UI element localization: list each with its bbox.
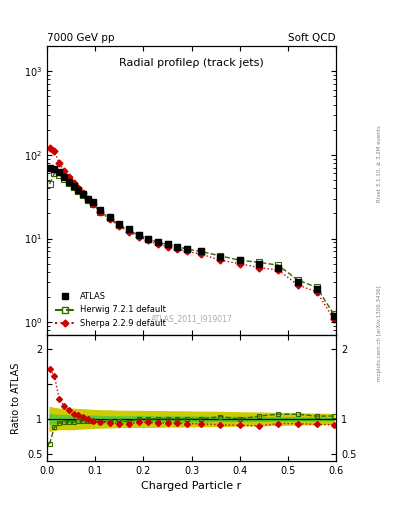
ATLAS xyxy=(146,236,151,242)
ATLAS xyxy=(71,182,76,188)
Sherpa 2.2.9 default xyxy=(237,261,242,267)
Herwig 7.2.1 default xyxy=(81,192,86,198)
ATLAS xyxy=(86,196,90,202)
Y-axis label: Ratio to ATLAS: Ratio to ATLAS xyxy=(11,362,21,434)
ATLAS xyxy=(81,191,86,197)
Sherpa 2.2.9 default xyxy=(62,167,66,174)
Sherpa 2.2.9 default xyxy=(107,216,112,222)
ATLAS xyxy=(276,265,281,271)
Herwig 7.2.1 default xyxy=(66,180,71,186)
Sherpa 2.2.9 default xyxy=(175,246,180,252)
Herwig 7.2.1 default xyxy=(314,284,319,290)
Herwig 7.2.1 default xyxy=(295,277,300,283)
Sherpa 2.2.9 default xyxy=(81,190,86,196)
ATLAS xyxy=(237,257,242,263)
Herwig 7.2.1 default xyxy=(57,172,62,178)
Sherpa 2.2.9 default xyxy=(47,145,52,152)
Sherpa 2.2.9 default xyxy=(117,223,122,229)
Text: Rivet 3.1.10, ≥ 3.2M events: Rivet 3.1.10, ≥ 3.2M events xyxy=(377,125,382,202)
Herwig 7.2.1 default xyxy=(76,188,81,194)
Line: Sherpa 2.2.9 default: Sherpa 2.2.9 default xyxy=(47,146,336,321)
Sherpa 2.2.9 default xyxy=(146,238,151,244)
Herwig 7.2.1 default xyxy=(117,222,122,228)
Sherpa 2.2.9 default xyxy=(184,248,189,254)
Legend: ATLAS, Herwig 7.2.1 default, Sherpa 2.2.9 default: ATLAS, Herwig 7.2.1 default, Sherpa 2.2.… xyxy=(51,289,169,331)
Sherpa 2.2.9 default xyxy=(276,267,281,273)
ATLAS xyxy=(136,232,141,238)
ATLAS xyxy=(295,279,300,285)
Herwig 7.2.1 default xyxy=(257,259,261,265)
X-axis label: Charged Particle r: Charged Particle r xyxy=(141,481,242,491)
ATLAS xyxy=(117,221,122,227)
Sherpa 2.2.9 default xyxy=(66,174,71,180)
ATLAS xyxy=(199,248,204,254)
Sherpa 2.2.9 default xyxy=(257,265,261,271)
ATLAS xyxy=(314,286,319,292)
Sherpa 2.2.9 default xyxy=(295,282,300,288)
Herwig 7.2.1 default xyxy=(218,253,223,259)
Sherpa 2.2.9 default xyxy=(98,208,103,215)
ATLAS xyxy=(218,254,223,260)
Herwig 7.2.1 default xyxy=(107,215,112,221)
ATLAS xyxy=(76,187,81,193)
ATLAS xyxy=(257,261,261,267)
Herwig 7.2.1 default xyxy=(98,208,103,215)
Sherpa 2.2.9 default xyxy=(165,244,170,250)
Herwig 7.2.1 default xyxy=(276,262,281,268)
Herwig 7.2.1 default xyxy=(199,248,204,254)
ATLAS xyxy=(52,166,57,172)
Herwig 7.2.1 default xyxy=(47,181,52,187)
Sherpa 2.2.9 default xyxy=(71,180,76,186)
Sherpa 2.2.9 default xyxy=(156,241,160,247)
Sherpa 2.2.9 default xyxy=(76,185,81,191)
Herwig 7.2.1 default xyxy=(184,246,189,252)
Herwig 7.2.1 default xyxy=(146,236,151,242)
Herwig 7.2.1 default xyxy=(136,232,141,238)
Text: Soft QCD: Soft QCD xyxy=(288,33,336,42)
Herwig 7.2.1 default xyxy=(86,197,90,203)
ATLAS xyxy=(175,244,180,250)
ATLAS xyxy=(184,246,189,252)
Sherpa 2.2.9 default xyxy=(90,201,95,207)
Herwig 7.2.1 default xyxy=(165,241,170,247)
Sherpa 2.2.9 default xyxy=(331,315,336,322)
ATLAS xyxy=(90,199,95,205)
ATLAS xyxy=(156,239,160,245)
ATLAS xyxy=(57,169,62,175)
Line: Herwig 7.2.1 default: Herwig 7.2.1 default xyxy=(47,170,336,317)
Sherpa 2.2.9 default xyxy=(136,233,141,240)
ATLAS xyxy=(165,241,170,247)
Sherpa 2.2.9 default xyxy=(218,257,223,263)
ATLAS xyxy=(66,179,71,185)
Herwig 7.2.1 default xyxy=(62,176,66,182)
Herwig 7.2.1 default xyxy=(71,184,76,190)
Sherpa 2.2.9 default xyxy=(86,196,90,202)
Herwig 7.2.1 default xyxy=(331,311,336,317)
ATLAS xyxy=(62,174,66,180)
Sherpa 2.2.9 default xyxy=(52,148,57,155)
ATLAS xyxy=(47,165,52,171)
Herwig 7.2.1 default xyxy=(175,244,180,250)
Sherpa 2.2.9 default xyxy=(314,289,319,295)
Herwig 7.2.1 default xyxy=(52,170,57,177)
Sherpa 2.2.9 default xyxy=(199,251,204,257)
Herwig 7.2.1 default xyxy=(127,227,131,233)
ATLAS xyxy=(98,207,103,213)
Herwig 7.2.1 default xyxy=(237,257,242,263)
Herwig 7.2.1 default xyxy=(156,239,160,245)
Text: 7000 GeV pp: 7000 GeV pp xyxy=(47,33,115,42)
ATLAS xyxy=(127,226,131,232)
Text: mcplots.cern.ch [arXiv:1306.3436]: mcplots.cern.ch [arXiv:1306.3436] xyxy=(377,285,382,380)
Text: ATLAS_2011_I919017: ATLAS_2011_I919017 xyxy=(151,314,233,324)
ATLAS xyxy=(331,312,336,318)
ATLAS xyxy=(107,214,112,220)
Text: Radial profileρ (track jets): Radial profileρ (track jets) xyxy=(119,58,264,68)
Herwig 7.2.1 default xyxy=(90,201,95,207)
Sherpa 2.2.9 default xyxy=(127,229,131,235)
Line: ATLAS: ATLAS xyxy=(47,165,336,318)
Sherpa 2.2.9 default xyxy=(57,160,62,166)
